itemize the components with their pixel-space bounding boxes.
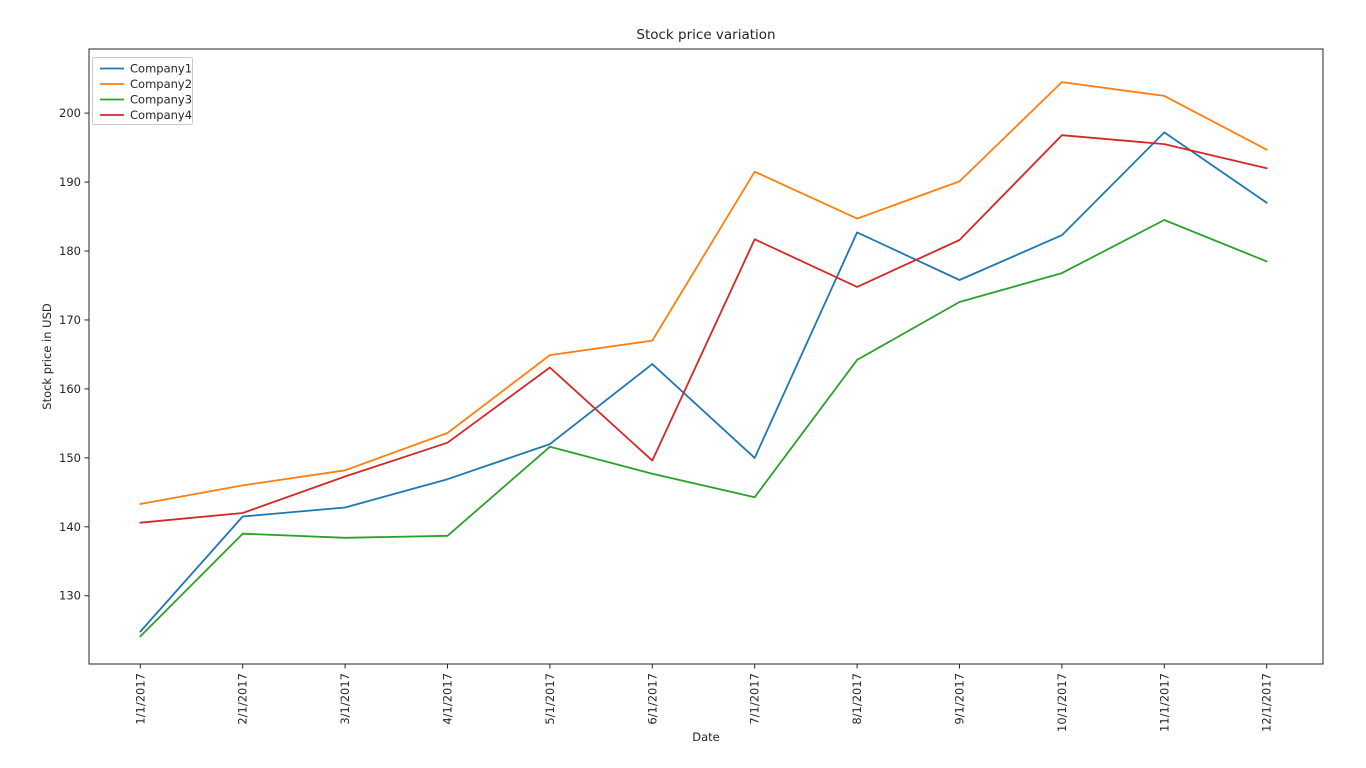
legend-label: Company2 <box>130 77 192 91</box>
x-tick-label: 12/1/2017 <box>1260 673 1274 732</box>
chart-title: Stock price variation <box>636 27 775 43</box>
x-tick-label: 4/1/2017 <box>441 673 455 725</box>
y-tick-label: 180 <box>59 244 81 258</box>
legend-item: Company2 <box>100 77 192 91</box>
x-tick-label: 7/1/2017 <box>748 673 762 725</box>
x-tick-label: 2/1/2017 <box>236 673 250 725</box>
y-axis-ticks: 130 140 150 160 170 180 190 200 <box>59 106 89 603</box>
series-line-company2 <box>139 81 1268 505</box>
series-line-company1 <box>139 131 1268 633</box>
legend-item: Company4 <box>100 108 192 122</box>
x-tick-label: 3/1/2017 <box>338 673 352 725</box>
y-tick-label: 140 <box>59 520 81 534</box>
y-tick-label: 170 <box>59 313 81 327</box>
x-axis-ticks: 1/1/2017 2/1/2017 3/1/2017 4/1/2017 5/1/2017… <box>133 664 1274 732</box>
series-line-company3 <box>139 219 1268 638</box>
x-tick-label: 1/1/2017 <box>133 673 147 725</box>
x-tick-label: 6/1/2017 <box>645 673 659 725</box>
x-tick-label: 11/1/2017 <box>1157 673 1171 732</box>
series-lines <box>139 81 1268 638</box>
series-line-company4 <box>139 134 1268 524</box>
legend-item: Company3 <box>100 93 192 107</box>
plot-frame <box>88 48 1324 665</box>
y-tick-label: 190 <box>59 175 81 189</box>
legend-item: Company1 <box>100 62 192 76</box>
x-tick-label: 9/1/2017 <box>953 673 967 725</box>
y-tick-label: 160 <box>59 382 81 396</box>
y-tick-label: 200 <box>59 106 81 120</box>
y-tick-label: 130 <box>59 589 81 603</box>
x-tick-label: 5/1/2017 <box>543 673 557 725</box>
legend-label: Company3 <box>130 93 192 107</box>
legend-label: Company1 <box>130 62 192 76</box>
x-axis-label: Date <box>692 730 720 744</box>
legend-label: Company4 <box>130 108 192 122</box>
y-tick-label: 150 <box>59 451 81 465</box>
x-tick-label: 8/1/2017 <box>850 673 864 725</box>
x-tick-label: 10/1/2017 <box>1055 673 1069 732</box>
legend-box <box>92 57 193 125</box>
y-axis-label: Stock price in USD <box>40 303 54 410</box>
